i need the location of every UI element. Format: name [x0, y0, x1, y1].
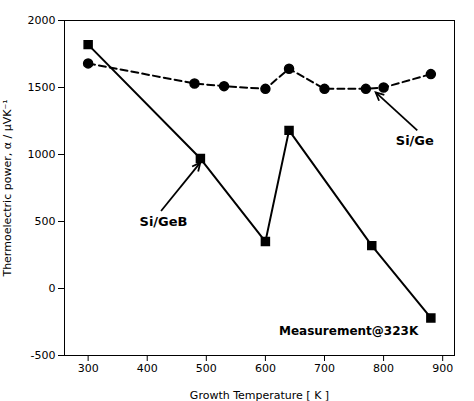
svg-text:500: 500	[35, 215, 56, 228]
svg-text:Si/Ge: Si/Ge	[396, 133, 434, 148]
svg-text:Si/GeB: Si/GeB	[140, 214, 188, 229]
svg-text:-500: -500	[31, 349, 56, 362]
svg-text:1000: 1000	[28, 148, 56, 161]
svg-text:Measurement@323K: Measurement@323K	[279, 324, 419, 338]
svg-text:400: 400	[137, 362, 158, 375]
svg-text:500: 500	[196, 362, 217, 375]
svg-text:0: 0	[49, 282, 56, 295]
svg-text:300: 300	[78, 362, 99, 375]
svg-text:600: 600	[255, 362, 276, 375]
svg-text:1500: 1500	[28, 81, 56, 94]
svg-text:Thermoelectric power, α / μVK⁻: Thermoelectric power, α / μVK⁻¹	[1, 99, 14, 277]
svg-text:Growth Temperature [ K ]: Growth Temperature [ K ]	[190, 389, 329, 401]
svg-text:2000: 2000	[28, 14, 56, 27]
svg-text:900: 900	[432, 362, 453, 375]
svg-text:800: 800	[373, 362, 394, 375]
svg-text:700: 700	[314, 362, 335, 375]
